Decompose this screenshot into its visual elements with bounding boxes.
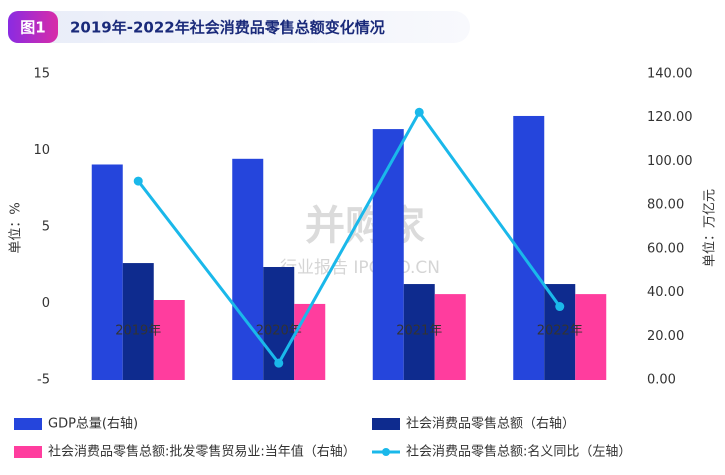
- bar: [403, 284, 435, 380]
- legend-label: 社会消费品零售总额（右轴）: [406, 416, 575, 432]
- legend-label: GDP总量(右轴): [48, 417, 138, 432]
- legend-swatch: [382, 448, 390, 456]
- bar: [91, 164, 123, 380]
- y-tick-label: 5: [42, 220, 50, 235]
- legend-label: 社会消费品零售总额:名义同比（左轴）: [406, 444, 631, 460]
- y-tick-label: -5: [37, 373, 50, 388]
- bar: [232, 158, 264, 380]
- x-tick-label: 2019年: [115, 324, 161, 339]
- legend-swatch: [14, 446, 42, 458]
- line-marker: [414, 107, 424, 117]
- legend-swatch: [14, 418, 42, 430]
- bar: [372, 129, 404, 380]
- y2-tick-label: 0.00: [647, 373, 676, 388]
- badge-bg: [8, 11, 58, 43]
- y2-tick-label: 140.00: [647, 67, 693, 82]
- bar: [122, 263, 154, 380]
- legend-swatch: [372, 418, 400, 430]
- y-axis-title: 单位：%: [9, 202, 24, 253]
- y-tick-label: 15: [33, 67, 50, 82]
- bar: [153, 300, 185, 380]
- x-tick-label: 2021年: [396, 324, 442, 339]
- y-tick-label: 0: [42, 296, 50, 311]
- line-marker: [555, 302, 565, 312]
- y2-tick-label: 100.00: [647, 154, 693, 169]
- y2-tick-label: 60.00: [647, 241, 684, 256]
- line-marker: [274, 358, 284, 368]
- bar: [544, 284, 576, 380]
- bar: [434, 294, 466, 380]
- x-tick-label: 2020年: [256, 324, 302, 339]
- legend-label: 社会消费品零售总额:批发零售贸易业:当年值（右轴）: [48, 444, 356, 460]
- bar: [294, 303, 326, 380]
- title-banner: [8, 11, 470, 43]
- watermark: 行业报告 IPOIPO.CN: [280, 258, 440, 278]
- y2-tick-label: 20.00: [647, 329, 684, 344]
- bar: [575, 294, 607, 380]
- line-marker: [133, 176, 143, 186]
- line: [137, 109, 561, 366]
- x-tick-label: 2022年: [537, 324, 583, 339]
- badge: 图1: [20, 19, 45, 37]
- y-tick-label: 10: [33, 143, 50, 158]
- y2-tick-label: 80.00: [647, 198, 684, 213]
- chart-title: 2019年-2022年社会消费品零售总额变化情况: [70, 19, 385, 37]
- y2-axis-title: 单位：万亿元: [703, 189, 718, 267]
- y2-tick-label: 120.00: [647, 110, 693, 125]
- y2-tick-label: 40.00: [647, 285, 684, 300]
